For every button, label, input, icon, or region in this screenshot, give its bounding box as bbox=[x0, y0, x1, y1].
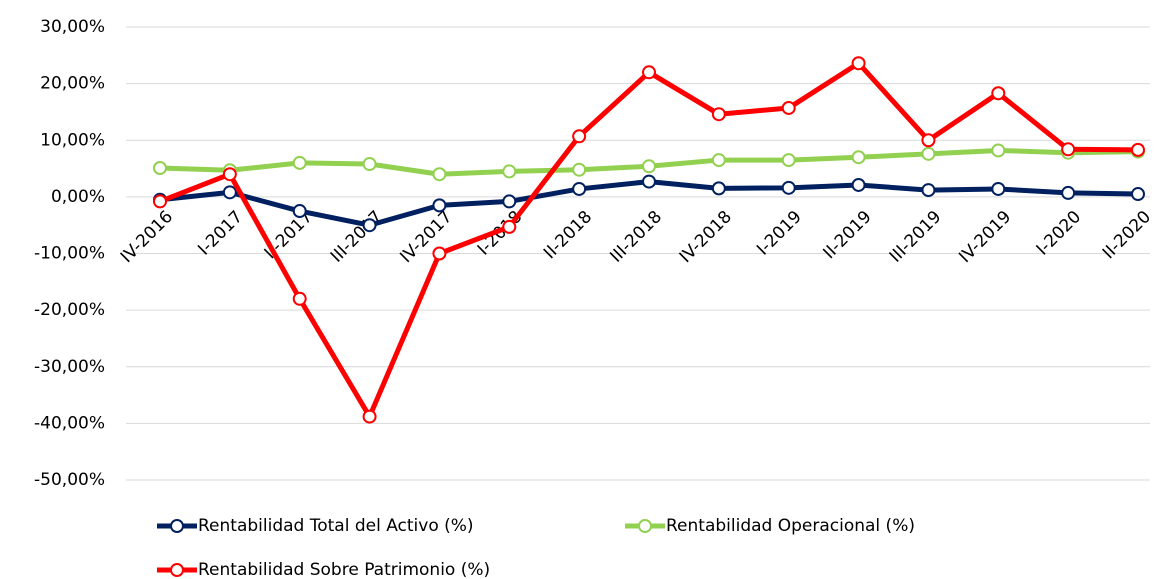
point-marker bbox=[432, 167, 447, 182]
legend-marker bbox=[170, 519, 184, 533]
y-tick-label: 20,00% bbox=[40, 74, 105, 94]
x-tick-label: II-2020 bbox=[1099, 207, 1155, 263]
x-tick-label: III-2018 bbox=[606, 207, 666, 267]
point-marker bbox=[711, 107, 726, 122]
legend-label: Rentabilidad Total del Activo (%) bbox=[198, 516, 474, 536]
point-marker bbox=[362, 157, 377, 172]
point-marker bbox=[362, 218, 377, 233]
x-tick-label: II-2017 bbox=[261, 207, 317, 263]
x-tick-label: IV-2018 bbox=[676, 207, 736, 267]
point-marker bbox=[502, 164, 517, 179]
point-marker bbox=[153, 194, 167, 209]
point-marker bbox=[851, 150, 866, 165]
x-tick-label: IV-2019 bbox=[955, 207, 1015, 267]
point-marker bbox=[851, 56, 866, 71]
x-tick-label: II-2018 bbox=[540, 207, 596, 263]
point-marker bbox=[222, 185, 237, 200]
point-marker bbox=[572, 181, 587, 196]
legend-marker bbox=[170, 563, 184, 577]
point-marker bbox=[642, 65, 656, 80]
point-marker bbox=[572, 162, 587, 177]
point-marker bbox=[921, 183, 936, 198]
point-marker bbox=[921, 146, 936, 161]
y-tick-label: -30,00% bbox=[34, 357, 105, 377]
y-tick-label: 30,00% bbox=[40, 17, 105, 37]
x-tick-label: III-2019 bbox=[886, 207, 946, 267]
y-tick-label: 10,00% bbox=[40, 130, 105, 150]
point-marker bbox=[781, 180, 796, 195]
point-marker bbox=[781, 100, 796, 115]
point-marker bbox=[432, 246, 447, 261]
point-marker bbox=[991, 86, 1006, 101]
y-tick-label: 0,00% bbox=[51, 187, 105, 207]
point-marker bbox=[572, 129, 587, 144]
point-marker bbox=[222, 167, 237, 182]
point-marker bbox=[292, 155, 307, 170]
point-marker bbox=[781, 153, 796, 168]
point-marker bbox=[991, 143, 1006, 158]
point-marker bbox=[502, 194, 517, 209]
point-marker bbox=[642, 174, 656, 189]
point-marker bbox=[153, 160, 167, 175]
legend-label: Rentabilidad Sobre Patrimonio (%) bbox=[198, 560, 490, 579]
point-marker bbox=[642, 159, 656, 174]
y-tick-label: -40,00% bbox=[34, 413, 105, 433]
x-tick-label: I-2017 bbox=[194, 207, 247, 260]
point-marker bbox=[1131, 142, 1145, 157]
y-tick-label: -20,00% bbox=[34, 300, 105, 320]
x-tick-label: II-2019 bbox=[819, 207, 875, 263]
point-marker bbox=[921, 133, 936, 148]
y-tick-label: -10,00% bbox=[34, 244, 105, 264]
point-marker bbox=[1061, 142, 1076, 157]
point-marker bbox=[502, 219, 517, 234]
x-tick-label: IV-2016 bbox=[117, 207, 177, 267]
point-marker bbox=[292, 204, 307, 219]
point-marker bbox=[292, 291, 307, 306]
point-marker bbox=[1061, 185, 1076, 200]
point-marker bbox=[711, 153, 726, 168]
point-marker bbox=[432, 198, 447, 213]
y-tick-label: -50,00% bbox=[34, 470, 105, 490]
point-marker bbox=[1131, 187, 1145, 202]
point-marker bbox=[362, 409, 377, 424]
point-marker bbox=[991, 181, 1006, 196]
x-tick-label: I-2020 bbox=[1033, 207, 1086, 260]
point-marker bbox=[711, 181, 726, 196]
legend-label: Rentabilidad Operacional (%) bbox=[666, 516, 915, 536]
point-marker bbox=[851, 177, 866, 192]
legend-marker bbox=[638, 519, 652, 533]
x-tick-label: I-2019 bbox=[753, 207, 806, 260]
